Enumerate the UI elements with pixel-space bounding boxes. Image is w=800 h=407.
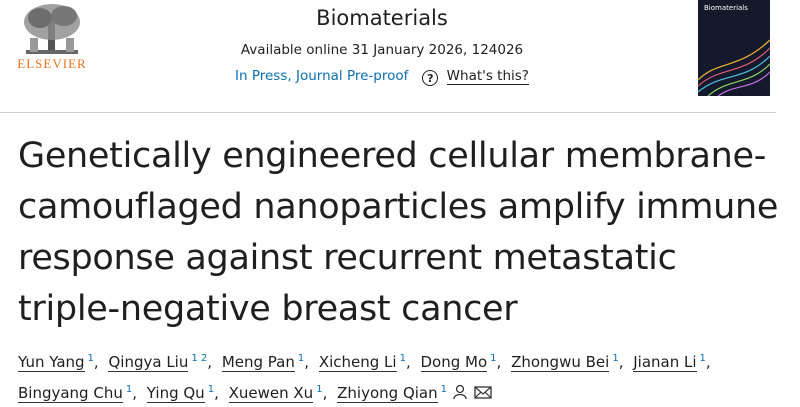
separator: , [93,353,99,371]
separator: , [322,384,328,402]
author-name[interactable]: Xuewen Xu [228,384,314,403]
author: Bingyang Chu 1, [18,384,142,403]
author: Jianan Li 1, [633,353,715,372]
author: Xicheng Li 1, [318,353,416,372]
affiliation-ref[interactable]: 1 [87,353,94,364]
separator: , [132,384,137,402]
author-name[interactable]: Jianan Li [633,353,697,372]
affiliation-ref[interactable]: 1 [125,384,133,395]
divider [0,112,776,113]
separator: , [618,353,624,371]
author: Meng Pan 1, [221,353,314,372]
author-list: Yun Yang 1, Qingya Liu 1 2, Meng Pan 1, Xic… [18,345,788,407]
cover-title: Biomaterials [704,4,748,12]
affiliation-ref[interactable]: 1 [440,384,447,395]
separator: , [214,384,219,402]
author-name[interactable]: Zhongwu Bei [511,353,610,372]
affiliation-ref[interactable]: 1 [490,353,497,364]
author-name[interactable]: Yun Yang [18,353,85,372]
author: Zhiyong Qian 1 [337,384,495,403]
author-name[interactable]: Bingyang Chu [18,384,123,403]
separator: , [705,353,711,371]
article-title: Genetically engineered cellular membrane… [18,136,779,329]
help-icon[interactable]: ? [422,70,439,86]
author-name[interactable]: Qingya Liu [108,353,189,372]
affiliation-ref[interactable]: 1 [399,353,406,364]
affiliation-ref[interactable]: 1 [316,384,323,395]
availability: Available online 31 January 2026, 124026 [240,42,524,58]
status[interactable]: In Press, Journal Pre-proof [235,68,409,84]
author-name[interactable]: Dong Mo [420,353,488,372]
journal-name[interactable]: Biomaterials [316,6,448,30]
author-name[interactable]: Zhiyong Qian [337,384,438,403]
affiliation-ref[interactable]: 1 [699,353,706,364]
affiliation-ref[interactable]: 1 2 [191,353,208,364]
status-row: In Press, Journal Pre-proof? What's this… [200,68,564,86]
contact-icons[interactable] [453,384,495,400]
author: Ying Qu 1, [146,384,224,403]
separator: , [207,353,213,371]
author-name[interactable]: Meng Pan [221,353,295,372]
separator: , [405,353,411,371]
elsevier-logo [24,4,80,54]
author-name[interactable]: Xicheng Li [318,353,397,372]
publisher: ELSEVIER [17,56,87,71]
affiliation-ref[interactable]: 1 [612,353,619,364]
separator: , [304,353,310,371]
help-link[interactable]: What's this? [446,68,529,85]
journal-cover[interactable] [698,0,770,96]
author-name[interactable]: Ying Qu [146,384,205,403]
separator: , [496,353,502,371]
author: Zhongwu Bei 1, [511,353,628,372]
affiliation-ref[interactable]: 1 [207,384,215,395]
author: Xuewen Xu 1, [228,384,333,403]
author: Yun Yang 1, [18,353,104,372]
affiliation-ref[interactable]: 1 [297,353,305,364]
author: Qingya Liu 1 2, [108,353,217,372]
author: Dong Mo 1, [420,353,507,372]
